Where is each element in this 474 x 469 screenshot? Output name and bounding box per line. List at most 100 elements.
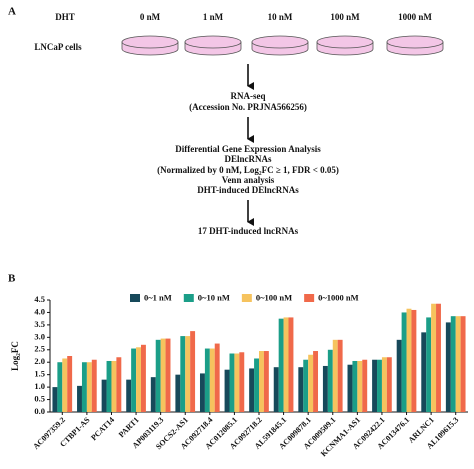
y-axis-title: Log₂FC [10, 341, 20, 371]
x-tick-label: PART1 [117, 415, 141, 439]
bar [91, 359, 97, 412]
bar [209, 348, 215, 412]
bar [106, 360, 112, 412]
bar [401, 312, 407, 412]
bar [352, 360, 358, 412]
bar [160, 338, 166, 412]
bar [460, 316, 466, 412]
bar [165, 338, 171, 412]
step-text: DElncRNAs [224, 154, 272, 164]
bar [190, 331, 196, 412]
bar [116, 357, 122, 412]
bar [406, 308, 412, 412]
bar [288, 317, 294, 412]
bar [199, 373, 205, 412]
legend-label: 0~100 nM [256, 292, 292, 302]
legend-label: 0~10 nM [198, 292, 230, 302]
bar [254, 358, 259, 412]
panel-label: B [8, 273, 16, 285]
dose-label: 10 nM [268, 12, 293, 22]
bar [81, 362, 87, 412]
bar [111, 360, 117, 412]
bar [249, 368, 255, 412]
bar [101, 379, 107, 412]
bar [150, 377, 156, 412]
bar [175, 374, 181, 412]
step-text: Differential Gene Expression Analysis [175, 144, 321, 154]
cells-label: LNCaP cells [34, 42, 82, 52]
bar [426, 317, 432, 412]
y-tick-label: 0.5 [34, 394, 45, 404]
bar [278, 318, 284, 412]
bar [308, 354, 314, 412]
bar [126, 379, 132, 412]
bar [303, 359, 309, 412]
treatment-label: DHT [55, 12, 75, 22]
bar [273, 367, 279, 412]
legend-swatch [304, 294, 315, 302]
bar [263, 351, 269, 412]
bar [421, 332, 427, 412]
step-text: RNA-seq [231, 91, 266, 101]
y-tick-label: 1.0 [34, 381, 45, 391]
bar [185, 336, 191, 412]
bar [347, 364, 353, 412]
bar [377, 359, 382, 412]
bar [155, 339, 161, 412]
y-tick-label: 4.5 [34, 294, 45, 304]
step-text: Venn analysis [222, 175, 275, 185]
bar [322, 365, 328, 412]
bar [214, 343, 220, 412]
bar [52, 387, 58, 412]
legend-label: 0~1 nM [144, 292, 172, 302]
bar [283, 317, 289, 412]
legend-swatch [241, 294, 252, 302]
bar [224, 369, 230, 412]
dose-label: 1 nM [203, 12, 224, 22]
bar [332, 339, 338, 412]
y-tick-label: 2.5 [34, 344, 45, 354]
bar [431, 303, 437, 412]
bar [337, 339, 343, 412]
bar [445, 322, 451, 412]
bar [411, 309, 417, 412]
dose-label: 0 nM [140, 12, 161, 22]
dishes [121, 35, 444, 56]
bar [57, 362, 63, 412]
bar [381, 357, 387, 412]
bar [372, 359, 378, 412]
y-tick-label: 3.5 [34, 319, 45, 329]
step-text: (Accession No. PRJNA566256) [189, 102, 307, 112]
bar [136, 347, 141, 412]
bar [62, 358, 68, 412]
y-tick-label: 2.0 [34, 356, 45, 366]
bar [180, 336, 186, 412]
bar [362, 359, 368, 412]
step-text: DHT-induced DElncRNAs [197, 185, 299, 195]
panel-label: A [8, 6, 16, 18]
bar [357, 360, 363, 412]
legend-swatch [130, 294, 140, 302]
x-tick-label: PCAT14 [89, 415, 116, 442]
bar [234, 353, 240, 412]
y-tick-label: 3.0 [34, 331, 45, 341]
legend-label: 0~1000 nM [318, 292, 359, 302]
y-tick-label: 0.0 [34, 406, 45, 416]
legend-swatch [183, 294, 194, 302]
result-text: 17 DHT-induced lncRNAs [198, 226, 299, 236]
bar [396, 339, 402, 412]
y-tick-label: 1.5 [34, 369, 45, 379]
bar [67, 356, 73, 412]
bar [313, 351, 319, 412]
bar [386, 357, 392, 412]
dose-label: 100 nM [330, 12, 360, 22]
step-text: (Normalized by 0 nM, Log₂FC ≥ 1, FDR < 0… [157, 165, 339, 175]
bar [455, 316, 461, 412]
bar [204, 348, 210, 412]
dose-label: 1000 nM [398, 12, 432, 22]
bar [131, 348, 137, 412]
bar [259, 351, 264, 412]
bar [140, 344, 146, 412]
bar [436, 303, 441, 412]
